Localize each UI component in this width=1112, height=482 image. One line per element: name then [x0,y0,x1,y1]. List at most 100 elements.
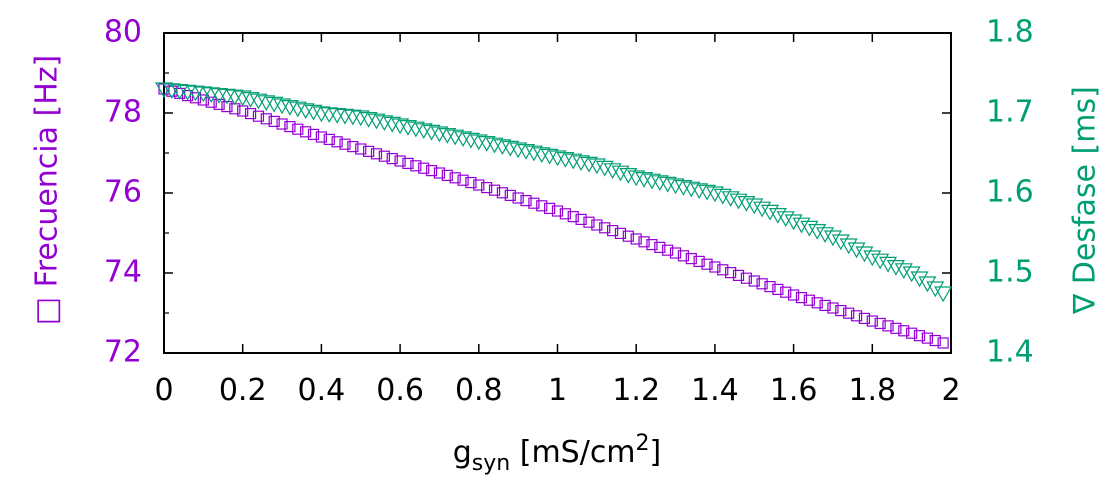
data-point-desfase [501,140,520,157]
data-point-frecuencia [622,230,634,242]
data-point-desfase [918,276,937,293]
data-point-frecuencia [858,312,871,324]
data-point-frecuencia [740,272,752,284]
x-axis-title-sup: 2 [636,431,650,456]
data-point-desfase [627,170,646,187]
data-point-frecuencia [882,320,894,332]
data-point-desfase [642,173,661,190]
data-point-desfase [485,137,504,154]
data-point-desfase [564,153,583,170]
data-point-desfase [934,286,953,303]
data-point-desfase [879,256,898,273]
data-point-desfase [816,227,835,244]
data-point-desfase [595,160,614,177]
data-point-frecuencia [221,100,233,113]
x-tick-label: 1.8 [848,373,896,408]
data-point-frecuencia [213,98,225,111]
data-point-frecuencia [906,327,918,339]
data-point-desfase [871,253,890,270]
data-point-frecuencia [481,182,493,194]
data-point-desfase [556,152,575,168]
x-tick-label: 2 [941,373,960,408]
data-point-frecuencia [780,286,792,298]
data-point-frecuencia [441,169,453,181]
data-point-frecuencia [811,297,823,309]
y-tick-label-left: 72 [104,335,142,370]
data-point-desfase [721,191,740,208]
series-desfase [154,82,953,303]
data-point-frecuencia [488,184,501,196]
data-point-desfase [367,113,386,130]
data-point-frecuencia [693,255,705,267]
data-point-desfase [477,136,496,152]
data-point-frecuencia [378,150,390,162]
data-point-frecuencia [583,216,595,228]
data-point-desfase [847,242,866,259]
data-point-frecuencia [630,233,642,245]
data-point-frecuencia [410,160,422,172]
data-point-frecuencia [433,167,446,179]
data-point-frecuencia [268,115,280,128]
data-point-frecuencia [386,153,398,165]
data-point-frecuencia [646,239,658,251]
data-point-desfase [265,96,284,113]
data-point-frecuencia [921,332,933,344]
data-point-frecuencia [197,94,209,106]
data-point-desfase [768,208,787,224]
x-axis-title-base: g [453,435,472,470]
data-point-desfase [524,145,543,162]
data-point-frecuencia [536,200,548,212]
data-point-frecuencia [614,227,627,239]
data-point-desfase [288,101,307,118]
data-point-frecuencia [244,107,257,120]
y-tick-label-left: 76 [104,175,142,210]
data-point-desfase [745,198,764,215]
data-point-desfase [572,155,591,172]
data-point-frecuencia [559,208,571,220]
data-point-desfase [650,175,669,192]
x-axis-title-sub: syn [472,451,510,476]
data-point-frecuencia [685,253,697,265]
data-point-desfase [461,132,480,149]
data-point-desfase [902,266,921,283]
data-point-frecuencia [599,222,611,234]
data-point-desfase [241,91,260,108]
data-point-frecuencia [819,299,831,311]
x-tick-label: 0 [154,373,173,408]
x-tick-label: 0.8 [455,373,503,408]
data-point-desfase [383,116,402,133]
data-point-frecuencia [276,118,288,130]
tick-labels: 0 0.2 0.4 0.6 0.8 1 1.2 1.4 1.6 1.8 2 72 74 76 78 80 1.4… [104,15,1034,409]
data-point-desfase [792,217,811,234]
y-tick-label-right: 1.5 [986,255,1034,290]
data-point-desfase [414,123,433,140]
data-point-desfase [690,183,709,200]
data-point-desfase [674,180,693,196]
data-point-frecuencia [504,189,516,201]
data-point-frecuencia [606,225,619,237]
x-axis-title-unit: [mS/cm [510,435,635,470]
data-point-frecuencia [512,192,524,204]
data-point-desfase [713,188,732,205]
data-point-desfase [391,118,410,135]
y-tick-label-left: 78 [104,95,142,130]
x-axis-title: gsyn [mS/cm2] [453,431,662,476]
data-point-desfase [886,260,905,276]
data-point-frecuencia [260,113,272,125]
data-point-frecuencia [662,244,674,256]
data-point-desfase [422,124,441,141]
data-point-frecuencia [764,281,776,293]
data-point-frecuencia [544,202,556,214]
y-tick-label-left: 74 [104,255,142,290]
data-point-frecuencia [850,310,863,322]
data-point-desfase [776,211,795,228]
data-point-desfase [493,139,512,156]
data-point-frecuencia [772,283,784,295]
data-point-frecuencia [717,264,729,276]
data-point-frecuencia [835,305,847,317]
y-axis-title-right: ∇ Desfase [ms] [1068,86,1103,315]
data-point-desfase [831,234,850,251]
data-point-desfase [910,271,929,288]
data-point-frecuencia [323,133,335,145]
data-point-frecuencia [331,136,343,148]
